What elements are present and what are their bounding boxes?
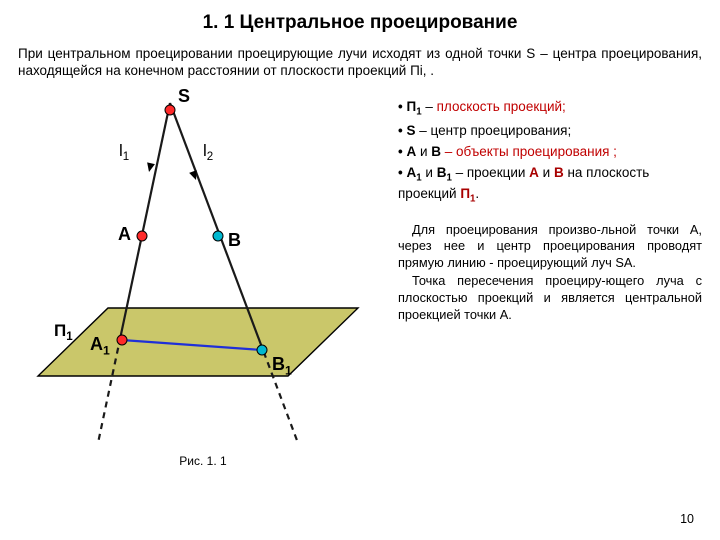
bullet-2: • S – центр проецирования; xyxy=(398,122,702,140)
svg-text:S: S xyxy=(178,88,190,106)
svg-text:B: B xyxy=(228,230,241,250)
description-body: Для проецирования произво-льной точки А,… xyxy=(398,222,702,324)
page-number: 10 xyxy=(680,512,694,526)
intro-paragraph: При центральном проецировании проецирующ… xyxy=(18,46,702,80)
page-title: 1. 1 Центральное проецирование xyxy=(18,12,702,34)
figure-caption: Рис. 1. 1 xyxy=(18,454,388,468)
bullet-4: • А1 и В1 – проекции А и В на плоскость … xyxy=(398,164,702,206)
bullet-3: • А и В – объекты проецирования ; xyxy=(398,143,702,161)
diagram-container: Sl1l2ABП1A1B1 Рис. 1. 1 xyxy=(18,88,388,468)
svg-text:П1: П1 xyxy=(54,321,73,343)
svg-text:l1: l1 xyxy=(119,141,129,163)
body-p1: Для проецирования произво-льной точки А,… xyxy=(398,222,702,272)
main-content: Sl1l2ABП1A1B1 Рис. 1. 1 • П1 – плоскость… xyxy=(18,88,702,468)
svg-text:l2: l2 xyxy=(203,141,213,163)
bullet-list: • П1 – плоскость проекций; • S – центр п… xyxy=(398,98,702,206)
body-p2: Точка пересечения проециру-ющего луча с … xyxy=(398,273,702,323)
projection-diagram: Sl1l2ABП1A1B1 xyxy=(18,88,388,448)
bullet-1: • П1 – плоскость проекций; xyxy=(398,98,702,119)
right-column: • П1 – плоскость проекций; • S – центр п… xyxy=(398,88,702,468)
svg-text:A: A xyxy=(118,224,131,244)
